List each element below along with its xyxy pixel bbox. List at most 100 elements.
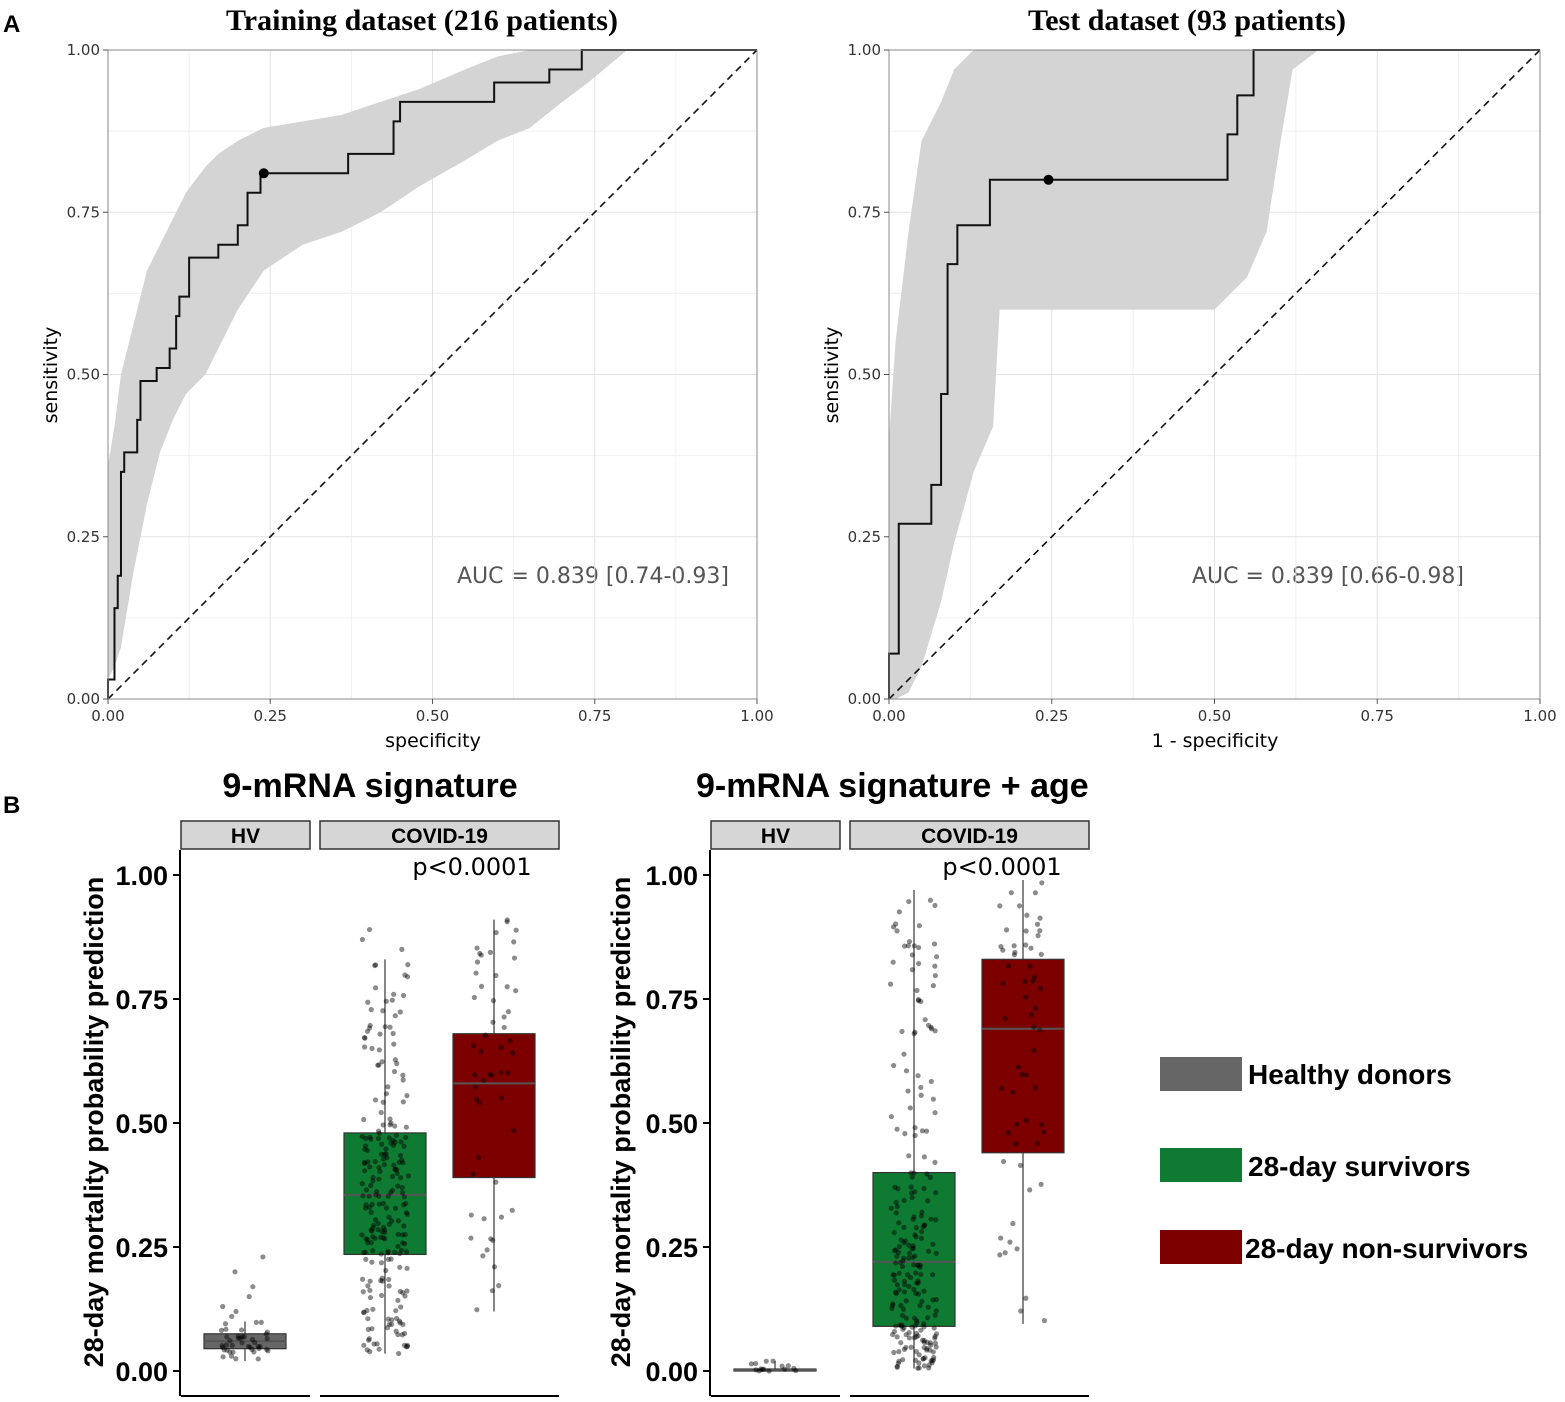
box-signature-point (396, 1318, 403, 1324)
box-signature-age-point (1011, 952, 1017, 958)
box-signature-age-point (898, 1340, 904, 1346)
roc-test-title: Test dataset (93 patients) (1028, 4, 1346, 37)
box-signature-point (405, 962, 411, 968)
box-signature-point (378, 1251, 384, 1257)
box-signature-age-point (763, 1358, 769, 1364)
box-signature-age-point (926, 1362, 932, 1368)
box-signature-point (367, 1278, 373, 1284)
box-signature-age-point (919, 1229, 925, 1235)
box-signature-point (363, 1256, 369, 1262)
box-signature-age-y-tick-label: 0.75 (645, 985, 698, 1015)
box-signature-age-point (1000, 947, 1006, 953)
box-signature-age-point (919, 1337, 926, 1343)
box-signature-age-point (917, 1303, 923, 1309)
legend-swatch-survivors (1160, 1148, 1242, 1182)
box-signature-point (219, 1343, 225, 1349)
box-signature-point (386, 1135, 393, 1141)
box-signature-age-point (758, 1366, 764, 1372)
box-signature-point (239, 1334, 245, 1340)
box-signature-point (220, 1344, 226, 1350)
box-signature-point (496, 1283, 502, 1289)
box-signature-point (367, 1204, 373, 1210)
box-signature-age-point (891, 1328, 898, 1335)
box-signature-y-tick-label: 1.00 (115, 861, 168, 891)
box-signature-point (392, 1123, 398, 1129)
box-signature-point (228, 1353, 235, 1359)
box-signature-point (390, 1030, 396, 1037)
box-signature-age-point (894, 1126, 900, 1132)
box-signature-age-point (893, 1199, 899, 1205)
box-signature-point (368, 1182, 374, 1189)
box-signature-age-point (911, 1335, 917, 1341)
box-signature-point (484, 1247, 490, 1253)
box-signature-point (236, 1335, 242, 1341)
box-signature-age-point (761, 1366, 767, 1372)
box-signature-point (363, 1135, 369, 1141)
box-signature-point (385, 1248, 391, 1254)
box-signature-point (493, 972, 499, 979)
box-signature-age-point (1034, 1140, 1040, 1146)
box-signature-age-point (903, 1344, 909, 1351)
box-signature-point (264, 1336, 270, 1342)
box-signature-point (403, 1344, 410, 1350)
box-signature-point (264, 1329, 270, 1335)
box-signature-age-point (905, 943, 911, 949)
box-signature-point (491, 1264, 498, 1270)
roc-training-chart: Training dataset (216 patients) specific… (40, 4, 774, 752)
box-signature-point (394, 1167, 400, 1173)
box-signature-point (223, 1342, 229, 1348)
box-signature-point (477, 950, 483, 957)
box-signature-point (402, 1231, 408, 1238)
box-signature-point (247, 1344, 253, 1350)
box-signature-age-point (913, 1234, 919, 1240)
box-signature-y-tick-label: 0.50 (115, 1109, 168, 1139)
box-signature-age-point (1039, 880, 1045, 886)
box-signature-point (472, 1084, 479, 1090)
box-signature-point (359, 1276, 366, 1282)
box-signature-age-point (1019, 1071, 1025, 1078)
box-signature-age-point (933, 1344, 939, 1350)
box-signature-box (452, 1033, 536, 1179)
box-signature-point (471, 994, 477, 1001)
box-signature-age-point (911, 1031, 917, 1037)
box-signature-age-point (1000, 1158, 1007, 1165)
box-signature-point (253, 1319, 259, 1326)
box-signature-point (372, 1217, 379, 1223)
box-signature-point (255, 1343, 261, 1350)
box-signature-age-point (919, 1298, 925, 1305)
box-signature-age-box (872, 1171, 956, 1327)
box-signature-age-point (893, 1323, 899, 1329)
box-signature-age-title: 9-mRNA signature + age (696, 767, 1089, 805)
box-signature-point (360, 1193, 366, 1199)
box-signature-age-facet-strip (849, 820, 1090, 850)
box-signature-point (227, 1338, 233, 1344)
box-signature-point (504, 919, 510, 925)
box-signature-age-point (901, 1289, 908, 1295)
box-signature-age-point (932, 1335, 938, 1341)
box-signature-age-point (923, 1128, 930, 1134)
box-signature-point (370, 1234, 376, 1240)
box-signature-age-point (889, 1302, 896, 1309)
box-signature-point (380, 1099, 386, 1105)
box-signature-age-point (915, 1262, 921, 1268)
box-signature-age-point (925, 1198, 931, 1204)
box-signature-facet-label: COVID-19 (391, 825, 488, 848)
box-signature-age-point (918, 1084, 924, 1091)
box-signature-point (378, 1234, 384, 1240)
box-signature-age-point (934, 954, 940, 960)
box-signature-age-point (782, 1366, 788, 1372)
box-signature-point (370, 1306, 376, 1312)
box-signature-age-point (899, 1028, 905, 1035)
box-signature-age-point (924, 1339, 930, 1345)
roc-training-x-tick-label: 1.00 (740, 707, 773, 725)
box-signature-point (401, 1330, 408, 1337)
box-signature-point (249, 1336, 256, 1343)
box-signature-point (482, 1032, 488, 1038)
box-signature-point (375, 1220, 381, 1227)
box-signature-point (389, 1187, 396, 1193)
box-signature-point (384, 1154, 390, 1161)
box-signature-point (403, 1249, 410, 1255)
box-signature-point (229, 1313, 235, 1320)
box-signature-age-point (918, 1327, 924, 1333)
box-signature-age-point (888, 1113, 894, 1120)
